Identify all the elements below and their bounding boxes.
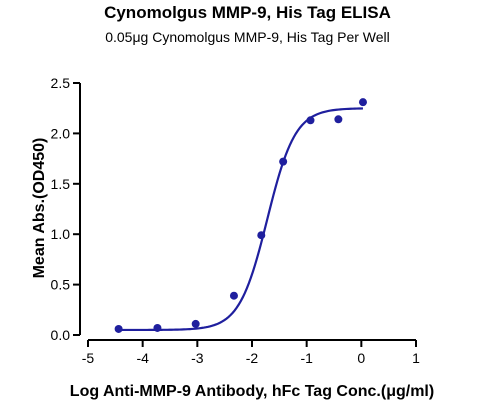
x-tick-label: -1 (300, 350, 313, 366)
x-axis-label: Log Anti-MMP-9 Antibody, hFc Tag Conc.(μ… (70, 383, 434, 400)
chart-subtitle: 0.05μg Cynomolgus MMP-9, His Tag Per Wel… (105, 29, 390, 45)
fit-curve (118, 107, 363, 332)
y-tick-label: 2.0 (51, 125, 71, 141)
x-axis-group: -5 -4 -3 -2 -1 0 1 (82, 339, 420, 366)
x-tick-label: 1 (412, 350, 420, 366)
data-point (279, 157, 288, 166)
y-tick-label: 0.0 (51, 327, 71, 343)
y-axis-label: Mean Abs.(OD450) (31, 138, 48, 279)
fit-curve-group (118, 107, 363, 332)
x-tick-label: -4 (136, 350, 149, 366)
data-point (334, 115, 343, 124)
chart-title: Cynomolgus MMP-9, His Tag ELISA (104, 3, 391, 22)
data-point (191, 319, 200, 328)
y-axis-group: 0.0 0.5 1.0 1.5 2.0 2.5 (51, 75, 81, 343)
x-tick-label: -3 (191, 350, 204, 366)
y-tick-label: 2.5 (51, 75, 71, 91)
data-point (229, 291, 238, 300)
data-points-group (114, 98, 367, 333)
x-tick-label: 0 (357, 350, 365, 366)
y-tick-label: 1.5 (51, 176, 71, 192)
data-point (153, 323, 162, 332)
data-point (257, 231, 266, 240)
data-point (306, 116, 315, 125)
y-tick-label: 1.0 (51, 226, 71, 242)
data-point (358, 98, 367, 107)
data-point (114, 324, 123, 333)
y-tick-label: 0.5 (51, 277, 71, 293)
x-tick-label: -5 (82, 350, 95, 366)
x-tick-label: -2 (246, 350, 259, 366)
